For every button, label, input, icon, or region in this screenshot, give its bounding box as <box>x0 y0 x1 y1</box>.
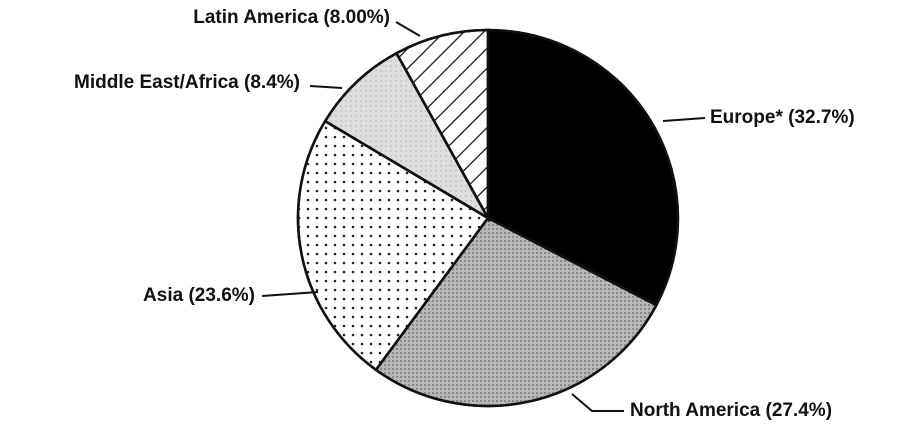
leader-line <box>571 393 624 412</box>
category-label: Latin America <box>193 7 318 28</box>
slice-label: Latin America (8.00%) <box>193 7 390 28</box>
pie-slice <box>486 28 680 307</box>
value-label: (8.00%) <box>323 7 390 28</box>
value-label: (8.4%) <box>244 72 300 93</box>
slice-label: Middle East/Africa (8.4%) <box>74 72 300 93</box>
slice-pattern <box>296 119 490 372</box>
leader-line <box>309 85 343 89</box>
category-label: North America <box>630 400 761 421</box>
category-label: Europe* <box>710 107 783 128</box>
leader-line <box>662 117 706 122</box>
value-label: (32.7%) <box>788 107 855 128</box>
slice-label: North America (27.4%) <box>630 400 832 421</box>
category-label: Asia <box>143 285 184 306</box>
slice-pattern <box>323 51 492 222</box>
slice-pattern <box>374 216 659 408</box>
category-label: Middle East/Africa <box>74 72 239 93</box>
slice-label: Europe* (32.7%) <box>710 107 855 128</box>
slice-pattern <box>394 28 490 223</box>
slice-label: Asia (23.6%) <box>143 285 255 306</box>
leader-line <box>395 21 421 37</box>
value-label: (23.6%) <box>188 285 255 306</box>
value-label: (27.4%) <box>766 400 833 421</box>
leader-line <box>261 291 319 297</box>
